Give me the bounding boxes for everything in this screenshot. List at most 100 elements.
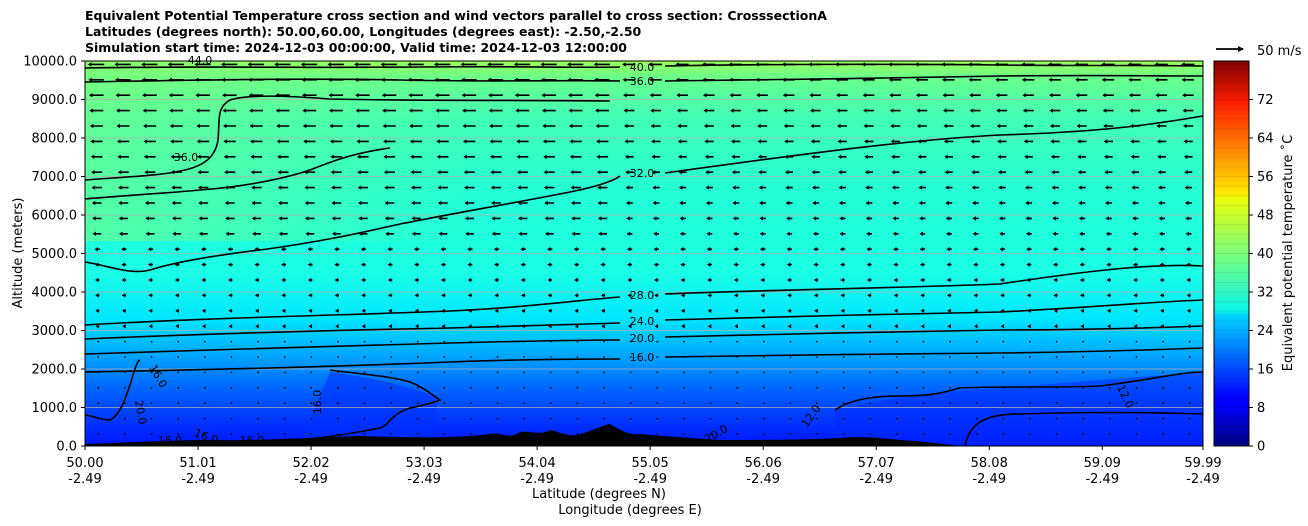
wind-vector	[94, 247, 100, 252]
wind-vector	[547, 247, 553, 252]
wind-vector	[652, 216, 660, 221]
wind-vector	[969, 108, 981, 113]
wind-vector	[177, 356, 180, 358]
wind-vector	[257, 356, 259, 358]
y-tick-label: 10000.0	[23, 55, 77, 70]
x-tick-label-lon: -2.49	[294, 472, 328, 487]
wind-vector	[1029, 356, 1031, 358]
wind-vector	[1155, 93, 1168, 98]
low-level-patch-2	[835, 372, 1203, 446]
wind-vector	[1159, 293, 1165, 298]
wind-vector	[813, 277, 819, 283]
wind-vector	[275, 108, 290, 113]
contour-16-low	[299, 369, 442, 441]
wind-vector	[280, 247, 287, 252]
wind-vector	[90, 139, 103, 144]
wind-vector	[171, 200, 182, 206]
wind-vector	[390, 356, 393, 358]
colorbar-tick-label: 56	[1257, 170, 1274, 185]
wind-vector	[785, 185, 793, 190]
wind-vector	[97, 433, 100, 435]
wind-vector	[1186, 293, 1191, 298]
wind-vector	[1078, 216, 1086, 221]
wind-vector	[227, 262, 233, 267]
wind-vector	[576, 417, 579, 420]
wind-vector	[759, 200, 766, 206]
wind-vector	[203, 356, 206, 358]
wind-vector	[949, 340, 952, 343]
wind-vector	[523, 417, 526, 420]
wind-vector	[999, 247, 1005, 252]
wind-vector	[143, 154, 156, 159]
wind-vector	[121, 247, 127, 252]
wind-vector	[307, 277, 313, 283]
wind-vector	[94, 277, 100, 283]
contour-12-right	[834, 371, 1204, 411]
wind-vector	[470, 433, 472, 435]
wind-vector	[494, 262, 499, 267]
wind-vector	[865, 185, 873, 190]
wind-vector	[1029, 371, 1031, 374]
wind-vector	[627, 262, 633, 267]
wind-vector	[762, 386, 765, 389]
wind-vector	[491, 200, 501, 206]
wind-vector	[443, 402, 446, 405]
wind-vector	[462, 123, 476, 129]
wind-vector	[629, 356, 632, 358]
wind-vector	[706, 262, 712, 267]
wind-vector	[942, 77, 955, 82]
wind-vector	[88, 93, 104, 98]
wind-vector	[1024, 154, 1033, 159]
wind-vector	[893, 293, 898, 298]
wind-vector	[816, 386, 818, 389]
x-tick-label-lon: -2.49	[972, 472, 1006, 487]
wind-vector	[255, 324, 259, 329]
wind-vector	[300, 62, 318, 67]
colorbar-tick-label: 16	[1257, 363, 1274, 378]
wind-vector	[789, 340, 792, 343]
wind-vector	[177, 402, 180, 405]
wind-vector	[996, 108, 1008, 113]
wind-vector	[410, 154, 422, 159]
wind-vector	[996, 123, 1007, 129]
wind-vector	[1002, 340, 1005, 343]
wind-vector	[201, 308, 206, 313]
wind-vector	[225, 231, 235, 236]
wind-vector	[1002, 402, 1005, 405]
wind-vector	[278, 216, 288, 221]
wind-vector	[278, 231, 288, 236]
wind-vector	[1082, 402, 1085, 405]
contour-12-inner	[964, 411, 1204, 447]
wind-vector	[513, 62, 531, 67]
wind-vector	[1131, 170, 1140, 175]
wind-vector	[304, 200, 315, 206]
wind-vector	[145, 231, 155, 236]
y-axis-label: Altitude (meters)	[11, 198, 26, 309]
wind-vector	[195, 108, 210, 113]
wind-vector	[230, 371, 233, 374]
wind-vector	[1160, 308, 1165, 313]
wind-vector	[656, 417, 659, 420]
wind-vector	[760, 277, 766, 283]
wind-vector	[275, 93, 290, 98]
wind-vector	[330, 170, 342, 175]
wind-vector	[114, 62, 131, 67]
wind-vector	[596, 154, 609, 159]
wind-vector	[360, 262, 366, 267]
wind-vector	[787, 308, 792, 313]
wind-vector	[463, 170, 475, 175]
wind-vector	[704, 154, 714, 159]
wind-vector	[177, 433, 180, 435]
wind-vector	[760, 293, 765, 298]
wind-vector	[866, 231, 872, 236]
wind-vector	[194, 62, 211, 67]
colorbar-tick-label: 40	[1257, 247, 1274, 262]
low-level-patch-1	[300, 372, 438, 446]
wind-vector	[384, 200, 395, 206]
wind-vector	[707, 324, 712, 329]
wind-vector	[601, 324, 605, 329]
wind-vector	[334, 277, 340, 283]
wind-vector	[648, 62, 663, 67]
wind-vector	[144, 185, 156, 190]
